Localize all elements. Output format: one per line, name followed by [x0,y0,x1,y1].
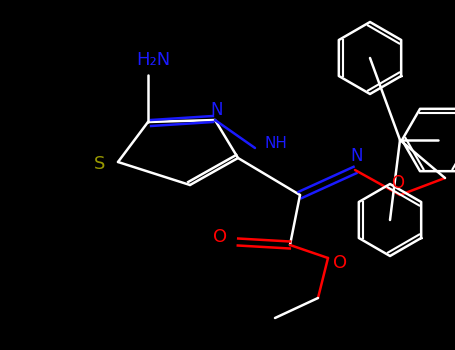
Text: O: O [333,254,347,272]
Text: N: N [211,101,223,119]
Text: N: N [351,147,363,165]
Text: O: O [213,228,227,246]
Text: S: S [94,155,106,173]
Text: O: O [391,174,404,192]
Text: H₂N: H₂N [136,51,170,69]
Text: NH: NH [265,135,288,150]
